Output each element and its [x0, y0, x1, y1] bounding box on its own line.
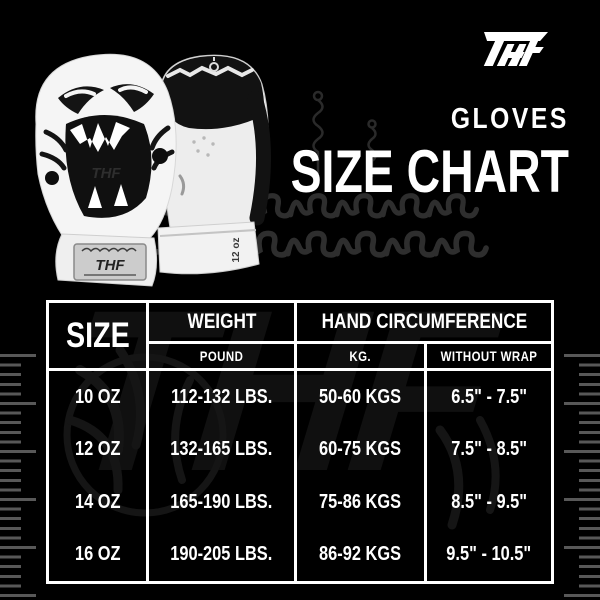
- page-title: SIZE CHART: [290, 137, 569, 206]
- cell-pound: 190-205 LBS.: [149, 528, 297, 581]
- subheader-without-wrap: WITHOUT WRAP: [427, 344, 551, 371]
- thf-logo-icon: [483, 32, 548, 66]
- cell-size: 14 OZ: [49, 476, 149, 529]
- thf-watermark: THF: [52, 262, 511, 519]
- svg-text:THF: THF: [52, 262, 511, 519]
- glove-left: THF THF: [35, 53, 177, 287]
- hero-headings: GLOVES SIZE CHART: [221, 103, 569, 206]
- cell-kg: 60-75 KGS: [297, 423, 427, 476]
- cell-kg: 75-86 KGS: [297, 476, 427, 529]
- cell-kg: 50-60 KGS: [297, 371, 427, 424]
- header-size: SIZE: [49, 303, 149, 371]
- glove-patch-logo: THF: [95, 257, 125, 274]
- ruler-ticks-left: [0, 354, 36, 600]
- cell-size: 12 OZ: [49, 423, 149, 476]
- glove-mouth-logo: THF: [91, 165, 121, 182]
- kicker-text: GLOVES: [450, 103, 569, 135]
- tiger-watermark: [63, 345, 500, 530]
- cell-kg: 86-92 KGS: [297, 528, 427, 581]
- brand-logo: [476, 30, 556, 77]
- cell-size: 16 OZ: [49, 528, 149, 581]
- cell-wrap: 6.5" - 7.5": [451, 385, 527, 408]
- subheader-pound: POUND: [149, 344, 297, 371]
- cell-wrap: 7.5" - 8.5": [451, 438, 527, 461]
- product-gloves-image: 12 oz THF: [35, 53, 271, 287]
- cell-pound: 165-190 LBS.: [149, 476, 297, 529]
- size-chart-table: SIZE WEIGHT HAND CIRCUMFERENCE POUND KG.…: [46, 300, 554, 584]
- header-weight: WEIGHT: [149, 303, 297, 344]
- cell-wrap: 9.5" - 10.5": [446, 543, 532, 566]
- glove-right: 12 oz: [157, 54, 271, 275]
- ruler-ticks-right: [564, 354, 600, 600]
- glove-size-text: 12 oz: [231, 237, 242, 262]
- unalome-icon: [312, 90, 377, 177]
- cell-wrap: 8.5" - 9.5": [451, 490, 527, 513]
- cell-size: 10 OZ: [49, 371, 149, 424]
- subheader-kg: KG.: [297, 344, 427, 371]
- cell-pound: 112-132 LBS.: [149, 371, 297, 424]
- cell-pound: 132-165 LBS.: [149, 423, 297, 476]
- header-hand-circumference: HAND CIRCUMFERENCE: [297, 303, 551, 344]
